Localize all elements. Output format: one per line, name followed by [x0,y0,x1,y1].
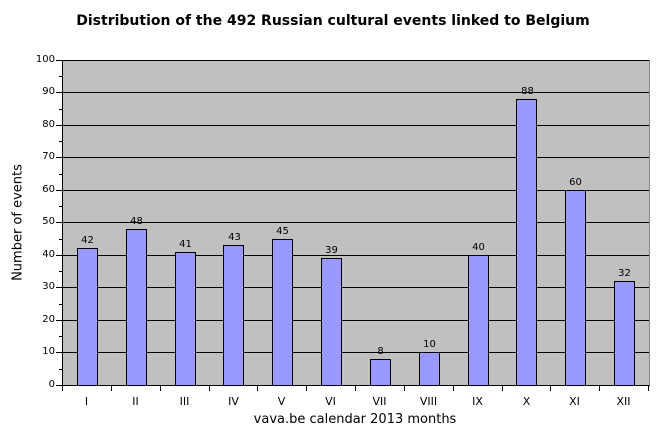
bar-VIII [419,352,440,385]
bar-I [77,248,98,385]
bar-IX [468,255,489,385]
gridline [63,125,649,126]
x-tick-label-IV: IV [228,395,239,408]
x-tick [257,386,258,391]
bar-value-label: 60 [569,177,582,188]
y-major-tick [56,320,62,321]
x-tick [599,386,600,391]
y-minor-tick [59,336,62,337]
gridline [63,287,649,288]
bar-IV [223,245,244,385]
x-tick [648,386,649,391]
y-minor-tick [59,76,62,77]
x-tick [62,386,63,391]
y-minor-tick [59,109,62,110]
bar-value-label: 88 [521,86,534,97]
x-axis-title: vava.be calendar 2013 months [253,412,457,427]
y-tick-label: 50 [42,216,55,227]
y-major-tick [56,385,62,386]
y-major-tick [56,92,62,93]
x-tick-label-VII: VII [372,395,387,408]
x-tick [160,386,161,391]
y-major-tick [56,287,62,288]
y-tick-label: 90 [42,86,55,97]
gridline [63,352,649,353]
x-tick-label-XI: XI [569,395,580,408]
y-minor-tick [59,369,62,370]
x-tick-label-II: II [132,395,139,408]
y-major-tick [56,157,62,158]
y-major-tick [56,255,62,256]
y-tick-label: 80 [42,119,55,130]
y-major-tick [56,60,62,61]
bar-XII [614,281,635,385]
bar-value-label: 42 [81,235,94,246]
bar-VI [321,258,342,385]
y-tick-label: 100 [35,54,55,65]
x-tick [404,386,405,391]
bar-X [516,99,537,385]
y-tick-label: 0 [48,379,55,390]
bar-value-label: 48 [130,216,143,227]
y-minor-tick [59,206,62,207]
y-minor-tick [59,174,62,175]
bar-V [272,239,293,385]
bar-VII [370,359,391,385]
bar-value-label: 40 [472,242,485,253]
gridline [63,255,649,256]
x-tick-label-VI: VI [325,395,336,408]
bar-value-label: 45 [276,226,289,237]
gridline [63,320,649,321]
bar-value-label: 10 [423,339,436,350]
x-tick-label-I: I [84,395,89,408]
y-tick-label: 10 [42,346,55,357]
gridline [63,157,649,158]
x-tick [209,386,210,391]
x-tick-label-III: III [179,395,190,408]
x-tick [550,386,551,391]
bar-III [175,252,196,385]
x-tick [111,386,112,391]
x-tick [306,386,307,391]
bar-II [126,229,147,385]
chart-title: Distribution of the 492 Russian cultural… [76,13,590,29]
y-minor-tick [59,271,62,272]
y-tick-label: 40 [42,249,55,260]
bar-value-label: 43 [228,232,241,243]
bar-value-label: 8 [377,346,384,357]
y-tick-label: 70 [42,151,55,162]
x-tick-label-V: V [277,395,286,408]
y-major-tick [56,190,62,191]
plot-area: 42 48 41 43 45 39 8 10 40 88 60 32 [62,60,650,386]
y-major-tick [56,125,62,126]
x-tick-label-VIII: VIII [419,395,438,408]
x-tick-label-X: X [522,395,531,408]
y-tick-label: 60 [42,184,55,195]
gridline [63,190,649,191]
x-tick-label-XII: XII [616,395,631,408]
y-minor-tick [59,141,62,142]
bar-value-label: 41 [179,239,192,250]
bar-value-label: 32 [618,268,631,279]
x-tick-label-IX: IX [472,395,483,408]
x-tick [453,386,454,391]
y-major-tick [56,352,62,353]
x-tick [502,386,503,391]
gridline [63,222,649,223]
x-tick [355,386,356,391]
bar-XI [565,190,586,385]
bar-value-label: 39 [325,245,338,256]
y-major-tick [56,222,62,223]
gridline [63,60,649,61]
y-minor-tick [59,239,62,240]
gridline [63,92,649,93]
y-minor-tick [59,304,62,305]
y-tick-label: 20 [42,314,55,325]
y-tick-label: 30 [42,281,55,292]
